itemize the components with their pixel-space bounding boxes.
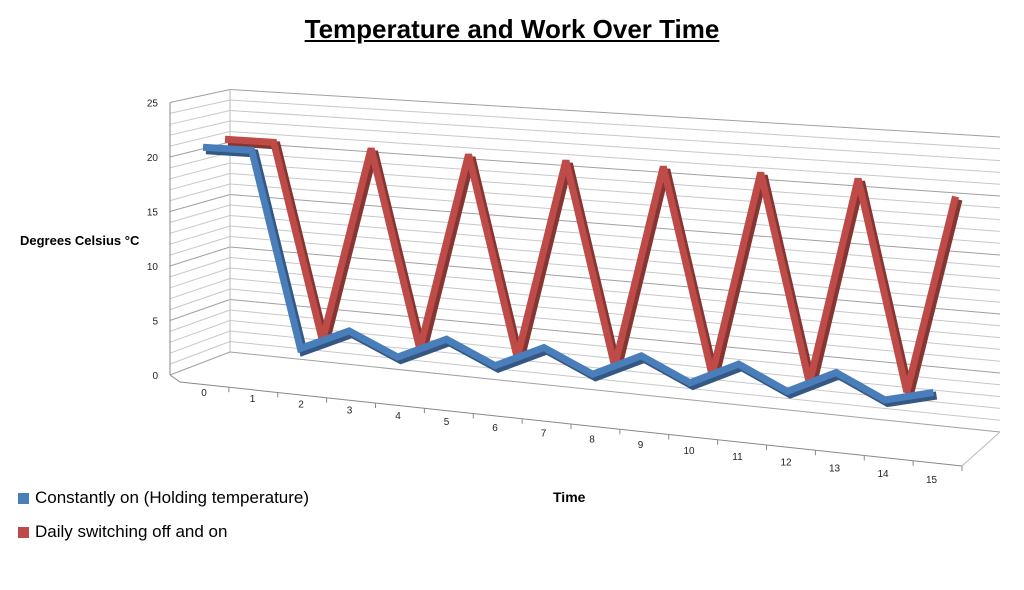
y-tick-label: 20 <box>147 153 159 164</box>
gridline-back <box>229 267 1001 339</box>
x-tick-label: 9 <box>638 440 644 451</box>
legend-item-daily-switching: Daily switching off and on <box>18 522 227 542</box>
y-tick-label: 0 <box>152 371 158 382</box>
legend-item-constantly-on: Constantly on (Holding temperature) <box>18 488 309 508</box>
x-tick-label: 8 <box>589 434 595 445</box>
gridline-back <box>229 131 1001 185</box>
y-axis-label: Degrees Celsius °C <box>20 233 140 248</box>
gridline-back <box>229 162 1001 221</box>
gridline-side <box>169 110 231 125</box>
gridline-back <box>229 152 1001 209</box>
gridline-side <box>169 183 231 202</box>
x-tick-label: 5 <box>444 417 450 428</box>
chart-title: Temperature and Work Over Time <box>304 14 720 44</box>
gridline-back <box>229 257 1001 327</box>
x-tick-label: 13 <box>829 463 841 474</box>
gridline-side <box>169 194 231 212</box>
gridline-side <box>169 246 231 267</box>
series-line-1 <box>224 135 959 393</box>
gridline-side <box>169 99 231 114</box>
gridline-back <box>229 141 1001 197</box>
gridline-side <box>169 288 231 311</box>
gridline-side <box>169 257 231 278</box>
legend-label: Daily switching off and on <box>35 522 228 541</box>
gridline-back <box>229 246 1001 315</box>
gridline-side <box>169 131 231 147</box>
gridline-back <box>229 278 1001 350</box>
x-tick-label: 3 <box>347 405 353 416</box>
gridline-side <box>169 162 231 180</box>
gridline-back <box>229 89 1001 138</box>
x-tick-label: 1 <box>250 394 256 405</box>
gridline-back <box>229 110 1001 162</box>
gridline-side <box>169 320 231 343</box>
series-line-0 <box>202 143 935 404</box>
y-tick-label: 10 <box>147 262 159 273</box>
gridline-side <box>169 141 231 158</box>
x-tick-label: 2 <box>298 400 304 411</box>
gridline-side <box>169 299 231 321</box>
floor-edge <box>169 374 181 383</box>
gridline-side <box>169 204 231 223</box>
x-tick-label: 7 <box>541 429 547 440</box>
gridline-side <box>169 267 231 289</box>
x-tick-label: 0 <box>201 388 207 399</box>
x-tick-label: 11 <box>732 452 743 463</box>
gridline-side <box>169 173 231 191</box>
x-tick-label: 6 <box>492 423 498 434</box>
gridline-side <box>169 236 231 256</box>
gridline-back <box>229 288 1001 362</box>
gridline-side <box>169 341 231 365</box>
gridline-back <box>229 225 1001 291</box>
x-tick-label: 10 <box>683 446 695 457</box>
gridline-back <box>229 299 1001 374</box>
gridline-side <box>169 330 231 354</box>
gridline-back <box>229 99 1001 150</box>
x-tick-label: 12 <box>780 458 792 469</box>
legend-label: Constantly on (Holding temperature) <box>35 488 310 507</box>
gridline-back <box>229 351 1001 433</box>
legend-swatch-red <box>18 526 29 538</box>
x-axis-label: Time <box>553 489 586 505</box>
x-tick-label: 4 <box>395 411 401 422</box>
floor-edge <box>961 431 1001 467</box>
x-tick-label: 14 <box>877 469 889 480</box>
gridline-side <box>169 215 231 234</box>
gridline-side <box>169 278 231 300</box>
y-tick-label: 5 <box>152 317 158 328</box>
gridline-back <box>229 120 1001 173</box>
gridline-back <box>229 236 1001 303</box>
gridline-side <box>169 225 231 245</box>
legend-swatch-blue <box>18 492 29 504</box>
x-tick-label: 15 <box>926 475 938 486</box>
y-tick-label: 15 <box>147 208 159 219</box>
gridline-side <box>169 89 231 103</box>
gridline-back <box>229 183 1001 244</box>
gridline-side <box>169 351 231 376</box>
gridline-side <box>169 120 231 136</box>
y-tick-label: 25 <box>147 99 159 110</box>
gridline-back <box>229 341 1001 421</box>
gridline-side <box>169 309 231 332</box>
gridline-back <box>229 173 1001 232</box>
